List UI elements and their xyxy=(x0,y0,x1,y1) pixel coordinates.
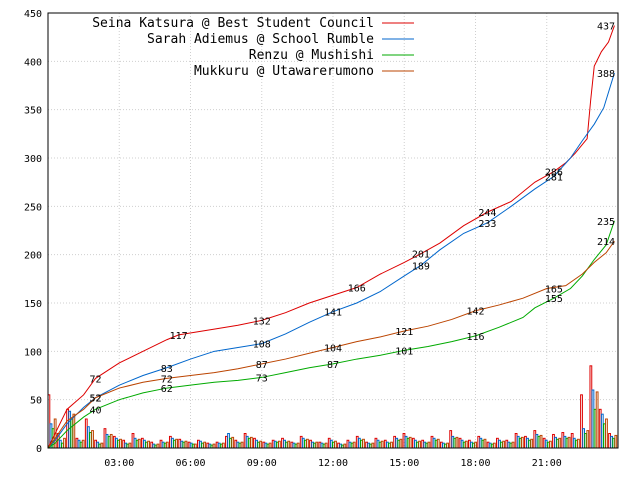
legend-label: Renzu @ Mushishi xyxy=(249,48,374,63)
point-label: 235 xyxy=(597,217,615,228)
y-tick-label: 450 xyxy=(24,9,42,20)
point-label: 87 xyxy=(327,360,339,371)
point-label: 52 xyxy=(89,394,101,405)
series-line xyxy=(47,240,615,449)
point-label: 233 xyxy=(478,219,496,230)
grid xyxy=(48,12,618,449)
point-label: 388 xyxy=(597,69,615,80)
point-label: 62 xyxy=(161,384,173,395)
point-label: 72 xyxy=(89,374,101,385)
point-label: 104 xyxy=(324,343,342,354)
point-label: 40 xyxy=(89,405,101,416)
point-label: 166 xyxy=(348,284,366,295)
point-label: 281 xyxy=(545,172,563,183)
point-label: 52 xyxy=(89,394,101,405)
point-label: 72 xyxy=(161,374,173,385)
point-label: 73 xyxy=(256,373,268,384)
x-tick-label: 12:00 xyxy=(318,458,348,469)
x-tick-label: 06:00 xyxy=(175,458,205,469)
x-tick-label: 15:00 xyxy=(389,458,419,469)
x-tick-label: 09:00 xyxy=(247,458,277,469)
point-label: 214 xyxy=(597,237,615,248)
series-lines xyxy=(47,25,615,449)
point-label: 189 xyxy=(412,261,430,272)
y-tick-label: 350 xyxy=(24,106,42,117)
legend-label: Mukkuru @ Utawarerumono xyxy=(194,64,374,79)
series-line xyxy=(47,72,615,449)
point-label: 87 xyxy=(256,360,268,371)
x-tick-label: 18:00 xyxy=(460,458,490,469)
point-label: 116 xyxy=(466,332,484,343)
y-tick-label: 400 xyxy=(24,57,42,68)
series-line xyxy=(47,25,615,449)
point-label: 244 xyxy=(478,208,496,219)
point-label: 117 xyxy=(170,331,188,342)
axes: 0 50 100 150 200 250 300 350 400 450 03:00 06:00 09:… xyxy=(24,9,619,469)
x-tick-label: 21:00 xyxy=(532,458,562,469)
point-label: 155 xyxy=(545,294,563,305)
x-tick-label: 03:00 xyxy=(104,458,134,469)
point-label: 201 xyxy=(412,250,430,261)
point-label: 286 xyxy=(545,168,563,179)
point-label: 121 xyxy=(395,327,413,338)
y-tick-label: 150 xyxy=(24,299,42,310)
point-label: 83 xyxy=(161,364,173,375)
series-line xyxy=(47,220,615,449)
point-label: 108 xyxy=(253,340,271,351)
point-label: 141 xyxy=(324,308,342,319)
legend-label: Sarah Adiemus @ School Rumble xyxy=(147,32,374,47)
point-label: 142 xyxy=(466,307,484,318)
point-label: 132 xyxy=(253,316,271,327)
y-tick-label: 200 xyxy=(24,251,42,262)
legend: Seina Katsura @ Best Student CouncilSara… xyxy=(92,16,414,79)
point-label: 437 xyxy=(597,22,615,33)
y-tick-label: 0 xyxy=(36,444,42,455)
point-label: 165 xyxy=(545,285,563,296)
y-tick-label: 250 xyxy=(24,202,42,213)
y-tick-label: 300 xyxy=(24,154,42,165)
y-tick-label: 50 xyxy=(30,396,42,407)
y-tick-label: 100 xyxy=(24,347,42,358)
legend-label: Seina Katsura @ Best Student Council xyxy=(92,16,374,31)
plot-frame xyxy=(47,12,619,449)
point-labels: 72 117 132 166 201 244 286 437 52 83 108 141 189 233 2… xyxy=(89,22,615,417)
point-label: 101 xyxy=(395,346,413,357)
